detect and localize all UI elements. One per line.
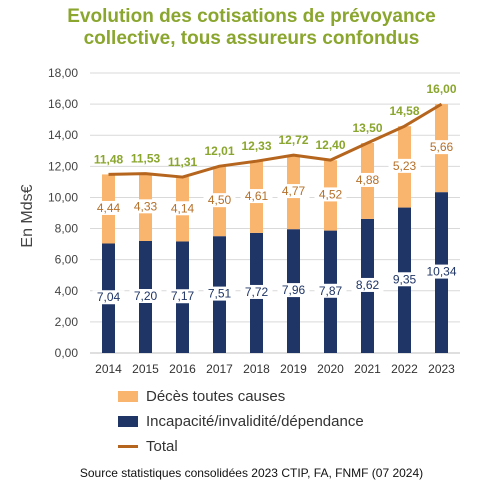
data-label-deces: 4,14	[171, 201, 195, 215]
total-line-group	[108, 102, 443, 179]
x-tick-label: 2021	[354, 362, 381, 376]
data-labels: 7,04 4,44 11,48 7,20 4,33 11,53 7,17 4,14 11,31 7…	[92, 82, 461, 305]
y-tick-label: 10,00	[48, 190, 78, 204]
data-label-bg	[314, 187, 347, 202]
data-label-bg	[314, 283, 347, 298]
data-label-deces: 4,52	[319, 187, 343, 201]
data-label-bg	[277, 184, 310, 199]
y-tick-label: 4,00	[55, 284, 79, 298]
data-label-bg	[129, 289, 162, 303]
data-label-bg	[203, 286, 236, 301]
data-label-deces: 4,88	[356, 173, 380, 187]
data-label-deces: 5,66	[430, 140, 454, 154]
data-label-incapacite: 10,34	[426, 265, 456, 279]
data-label-bg	[92, 290, 125, 305]
chart-title-line-1: Evolution des cotisations de prévoyance	[67, 6, 436, 27]
x-tick-label: 2023	[428, 362, 455, 376]
data-label-total: 12,01	[204, 144, 234, 158]
data-label-bg	[351, 172, 384, 187]
y-tick-label: 16,00	[48, 97, 78, 111]
y-tick-labels: 0,00 2,00 4,00 6,00 8,00 10,00 12,00 14,00 16,00…	[48, 66, 78, 360]
data-label-deces: 5,23	[393, 159, 417, 173]
legend-swatch-deces	[118, 391, 138, 402]
data-label-incapacite: 7,87	[319, 284, 343, 298]
data-label-bg	[129, 199, 162, 214]
y-tick-label: 2,00	[55, 315, 79, 329]
x-tick-label: 2017	[206, 362, 233, 376]
data-label-deces: 4,33	[134, 199, 158, 213]
data-label-bg	[92, 200, 125, 215]
data-label-deces: 4,50	[208, 193, 232, 207]
legend-item-incapacite: Incapacité/invalidité/dépendance	[118, 409, 364, 434]
x-tick-label: 2016	[169, 362, 196, 376]
data-label-bg	[388, 158, 421, 173]
legend-swatch-incapacite	[118, 416, 138, 427]
data-label-incapacite: 7,72	[245, 285, 269, 299]
x-tick-labels: 2014 2015 2016 2017 2018 2019 2020 2021 2022 2023	[95, 362, 455, 376]
legend-item-total: Total	[118, 434, 364, 459]
data-label-incapacite: 8,62	[356, 278, 380, 292]
data-label-deces: 4,61	[245, 189, 269, 203]
data-label-incapacite: 7,51	[208, 287, 232, 301]
data-label-bg	[351, 277, 384, 292]
data-label-bg	[166, 201, 199, 216]
data-label-bg	[240, 189, 273, 204]
data-label-bg	[166, 289, 199, 304]
chart-title-line-2: collective, tous assureurs confondus	[83, 28, 420, 49]
y-axis-label: En Mds€	[19, 184, 36, 247]
data-label-total: 11,53	[131, 152, 161, 166]
y-tick-label: 12,00	[48, 159, 78, 173]
total-line	[108, 102, 443, 179]
y-tick-label: 6,00	[55, 253, 79, 267]
data-label-bg	[277, 283, 310, 298]
y-tick-label: 8,00	[55, 222, 79, 236]
legend-item-deces: Décès toutes causes	[118, 384, 364, 409]
data-label-bg	[425, 140, 458, 155]
x-tick-label: 2015	[132, 362, 159, 376]
data-label-total: 14,58	[389, 104, 419, 118]
y-tick-label: 18,00	[48, 66, 78, 80]
data-label-incapacite: 9,35	[393, 272, 417, 286]
data-label-bg	[388, 272, 421, 287]
x-tick-label: 2014	[95, 362, 122, 376]
data-label-incapacite: 7,17	[171, 289, 195, 303]
data-label-deces: 4,77	[282, 184, 306, 198]
data-label-total: 13,50	[352, 121, 382, 135]
x-tick-label: 2018	[243, 362, 270, 376]
x-tick-label: 2020	[317, 362, 344, 376]
source-note: Source statistiques consolidées 2023 CTI…	[79, 466, 424, 480]
data-label-total: 12,72	[278, 133, 308, 147]
legend-label-total: Total	[146, 438, 178, 455]
data-label-total: 11,31	[168, 155, 198, 169]
data-label-incapacite: 7,04	[97, 290, 121, 304]
legend: Décès toutes causes Incapacité/invalidit…	[118, 384, 364, 459]
data-label-incapacite: 7,96	[282, 283, 306, 297]
legend-swatch-total	[118, 445, 138, 448]
legend-label-deces: Décès toutes causes	[146, 388, 286, 405]
data-label-incapacite: 7,20	[134, 289, 158, 303]
data-label-total: 12,40	[315, 138, 345, 152]
x-tick-label: 2022	[391, 362, 418, 376]
data-label-total: 12,33	[241, 139, 271, 153]
legend-label-incapacite: Incapacité/invalidité/dépendance	[146, 413, 364, 430]
data-label-bg	[422, 264, 461, 279]
data-label-bg	[203, 193, 236, 208]
data-label-total: 16,00	[426, 82, 456, 96]
x-tick-label: 2019	[280, 362, 307, 376]
chart-title: Evolution des cotisations de prévoyance …	[0, 6, 503, 50]
y-tick-label: 0,00	[55, 346, 79, 360]
chart-plot: 0,00 2,00 4,00 6,00 8,00 10,00 12,00 14,00 16,00…	[19, 66, 461, 376]
data-label-total: 11,48	[94, 152, 124, 166]
data-label-deces: 4,44	[97, 201, 121, 215]
y-tick-label: 14,00	[48, 128, 78, 142]
data-label-bg	[240, 284, 273, 299]
